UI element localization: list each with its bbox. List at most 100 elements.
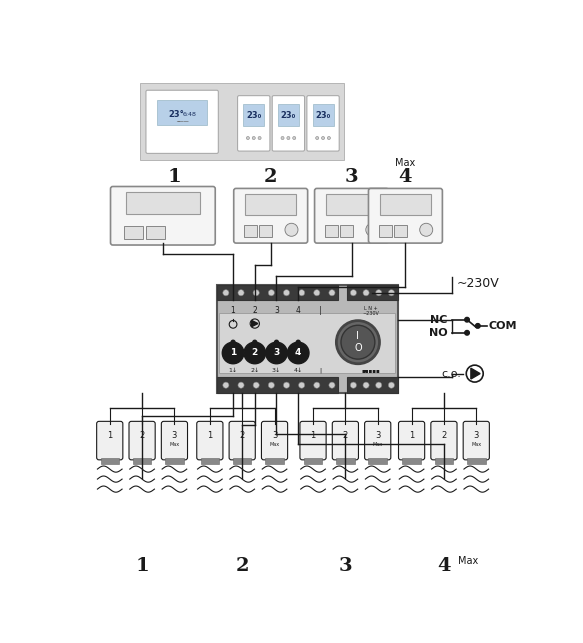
- FancyBboxPatch shape: [278, 104, 299, 126]
- Circle shape: [465, 331, 469, 335]
- Text: 3: 3: [345, 168, 359, 186]
- Circle shape: [465, 318, 469, 322]
- Circle shape: [375, 290, 382, 296]
- Text: 4: 4: [437, 557, 451, 575]
- Circle shape: [231, 340, 235, 344]
- Text: Max: Max: [170, 442, 180, 447]
- Circle shape: [247, 136, 250, 140]
- Text: 23₀: 23₀: [281, 111, 296, 120]
- Text: |: |: [319, 367, 321, 373]
- Text: NO: NO: [429, 328, 448, 338]
- Circle shape: [350, 382, 356, 388]
- FancyBboxPatch shape: [201, 458, 219, 464]
- Text: 2: 2: [236, 557, 249, 575]
- FancyBboxPatch shape: [261, 421, 287, 460]
- FancyBboxPatch shape: [238, 96, 270, 151]
- Circle shape: [285, 223, 298, 236]
- Circle shape: [466, 365, 483, 382]
- Circle shape: [476, 323, 480, 328]
- FancyBboxPatch shape: [233, 458, 251, 464]
- Circle shape: [223, 382, 229, 388]
- Circle shape: [350, 290, 356, 296]
- FancyBboxPatch shape: [161, 421, 188, 460]
- FancyBboxPatch shape: [368, 188, 442, 243]
- FancyBboxPatch shape: [307, 96, 339, 151]
- Circle shape: [287, 342, 309, 364]
- Circle shape: [366, 223, 379, 236]
- Circle shape: [314, 290, 320, 296]
- Circle shape: [293, 136, 296, 140]
- Circle shape: [329, 382, 335, 388]
- Text: NC: NC: [430, 314, 448, 325]
- FancyBboxPatch shape: [379, 226, 392, 237]
- Text: 2: 2: [441, 431, 447, 440]
- Circle shape: [253, 340, 257, 344]
- Text: 1: 1: [310, 431, 315, 440]
- Text: 3: 3: [172, 431, 177, 440]
- FancyBboxPatch shape: [140, 84, 344, 160]
- Text: 4↓: 4↓: [294, 368, 303, 373]
- Text: L N +
~230V: L N + ~230V: [362, 305, 379, 316]
- Text: 3: 3: [274, 307, 279, 316]
- Circle shape: [258, 136, 261, 140]
- FancyBboxPatch shape: [229, 421, 255, 460]
- Circle shape: [266, 342, 287, 364]
- Circle shape: [238, 290, 244, 296]
- Text: 23°: 23°: [168, 110, 184, 119]
- Circle shape: [298, 290, 305, 296]
- FancyBboxPatch shape: [340, 226, 353, 237]
- Text: Max: Max: [269, 442, 280, 447]
- Circle shape: [223, 290, 229, 296]
- FancyBboxPatch shape: [364, 421, 391, 460]
- FancyBboxPatch shape: [394, 226, 407, 237]
- Text: 2: 2: [252, 349, 258, 358]
- Text: 3: 3: [273, 349, 280, 358]
- FancyBboxPatch shape: [146, 226, 165, 239]
- Circle shape: [328, 136, 331, 140]
- Text: 2↓: 2↓: [250, 368, 259, 373]
- Circle shape: [420, 223, 433, 236]
- Text: 2: 2: [252, 307, 257, 316]
- Text: 4: 4: [296, 307, 301, 316]
- FancyBboxPatch shape: [234, 188, 308, 243]
- Text: 2: 2: [139, 431, 145, 440]
- Circle shape: [252, 136, 255, 140]
- FancyBboxPatch shape: [245, 194, 296, 215]
- FancyBboxPatch shape: [463, 421, 489, 460]
- FancyBboxPatch shape: [326, 194, 377, 215]
- Circle shape: [329, 290, 335, 296]
- FancyBboxPatch shape: [347, 377, 398, 393]
- Circle shape: [268, 382, 275, 388]
- FancyBboxPatch shape: [157, 100, 207, 125]
- Circle shape: [222, 342, 244, 364]
- FancyBboxPatch shape: [146, 90, 218, 154]
- Text: 23₀: 23₀: [246, 111, 261, 120]
- FancyBboxPatch shape: [217, 285, 398, 393]
- Text: 23₀: 23₀: [315, 111, 331, 120]
- FancyBboxPatch shape: [133, 458, 152, 464]
- Circle shape: [363, 382, 369, 388]
- Text: Max: Max: [373, 442, 383, 447]
- Text: ▪▪▪▪▪: ▪▪▪▪▪: [361, 368, 380, 373]
- FancyBboxPatch shape: [243, 104, 264, 126]
- FancyBboxPatch shape: [111, 186, 215, 245]
- FancyBboxPatch shape: [265, 458, 284, 464]
- FancyBboxPatch shape: [431, 421, 457, 460]
- FancyBboxPatch shape: [217, 285, 338, 300]
- Circle shape: [283, 382, 290, 388]
- Text: 1: 1: [207, 431, 212, 440]
- Text: 1: 1: [231, 307, 236, 316]
- FancyBboxPatch shape: [196, 421, 223, 460]
- Text: 3: 3: [272, 431, 278, 440]
- FancyBboxPatch shape: [129, 421, 155, 460]
- Text: 1: 1: [409, 431, 414, 440]
- Text: 1: 1: [167, 168, 181, 186]
- FancyBboxPatch shape: [304, 458, 322, 464]
- Text: 2: 2: [240, 431, 245, 440]
- FancyBboxPatch shape: [124, 226, 143, 239]
- Text: c.o.: c.o.: [442, 368, 462, 379]
- Circle shape: [281, 136, 284, 140]
- Text: Max: Max: [458, 556, 478, 566]
- FancyBboxPatch shape: [315, 188, 388, 243]
- Text: ~230V: ~230V: [457, 277, 500, 290]
